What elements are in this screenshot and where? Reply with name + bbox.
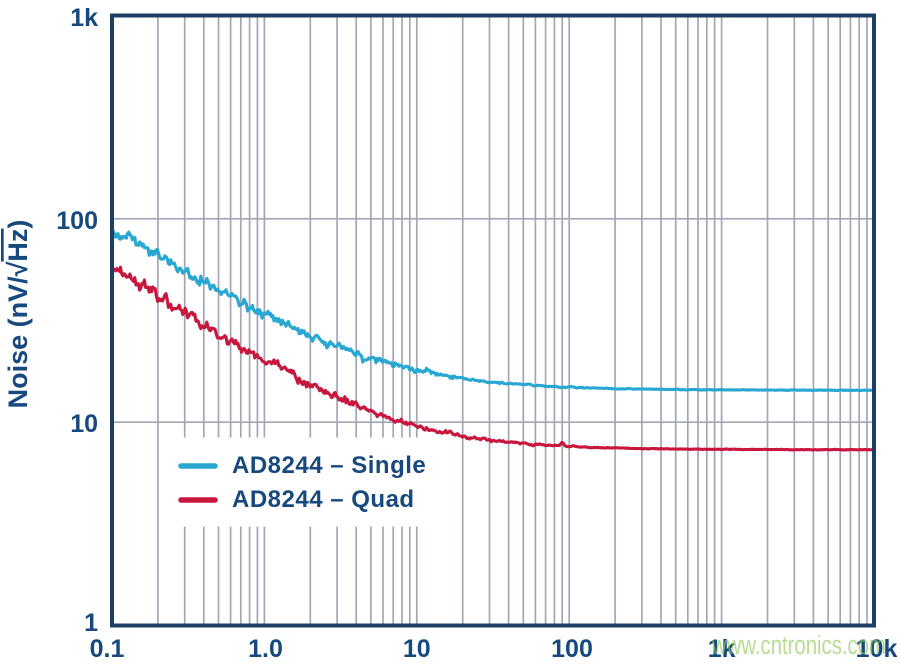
svg-text:Noise (nV/√Hz): Noise (nV/√Hz) (3, 220, 33, 409)
svg-text:AD8244 – Single: AD8244 – Single (232, 452, 426, 479)
svg-text:10: 10 (70, 410, 98, 438)
svg-text:0.1: 0.1 (90, 635, 125, 659)
svg-text:100: 100 (551, 635, 593, 659)
svg-text:AD8244 – Quad: AD8244 – Quad (232, 486, 415, 513)
svg-text:1.0: 1.0 (248, 635, 283, 659)
svg-text:100: 100 (56, 207, 98, 235)
svg-text:1k: 1k (708, 635, 736, 659)
svg-text:1k: 1k (70, 4, 98, 32)
svg-text:10k: 10k (856, 635, 898, 659)
svg-text:10: 10 (403, 635, 431, 659)
svg-text:www.cntronics.com: www.cntronics.com (711, 631, 886, 659)
svg-text:1: 1 (84, 609, 98, 637)
